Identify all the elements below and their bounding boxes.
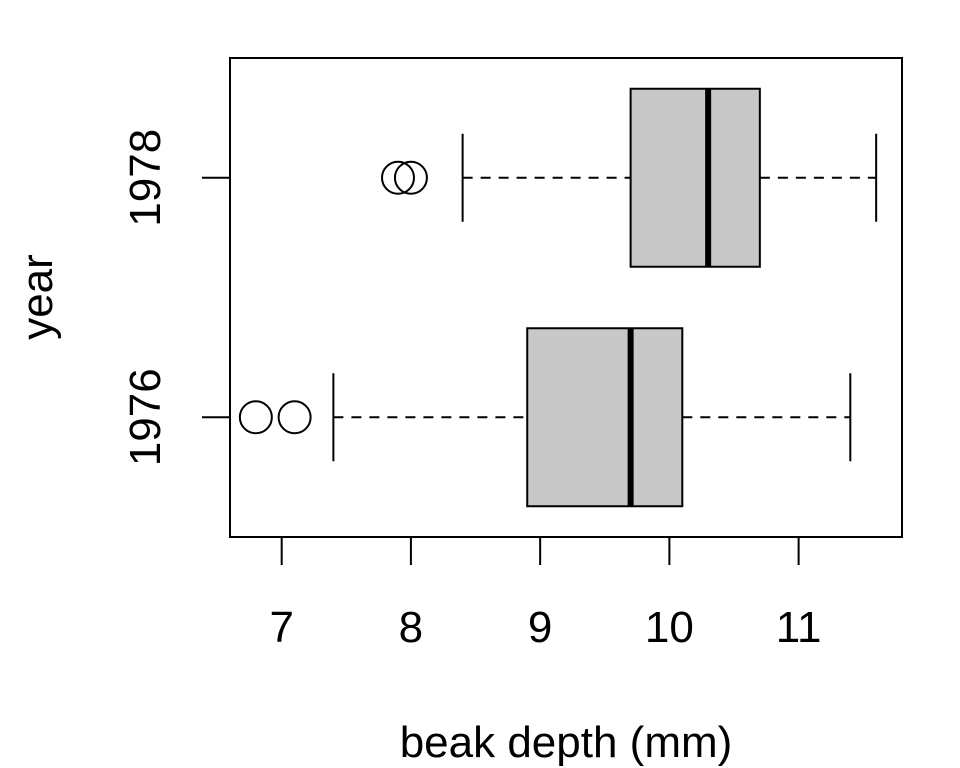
y-tick-label: 1978 [121, 129, 170, 227]
outlier-point [277, 400, 312, 435]
x-tick-label: 11 [776, 603, 822, 652]
x-tick-label: 9 [528, 603, 552, 652]
outlier-point [238, 400, 273, 435]
x-axis-title: beak depth (mm) [400, 718, 733, 767]
x-tick-label: 8 [399, 603, 423, 652]
y-tick-label: 1976 [121, 368, 170, 466]
x-tick-label: 10 [645, 603, 694, 652]
iqr-box [526, 327, 684, 508]
box-1976 [238, 327, 852, 508]
x-tick-label: 7 [269, 603, 293, 652]
iqr-box [629, 87, 761, 268]
y-axis-title: year [13, 254, 62, 340]
boxes-layer [238, 87, 878, 508]
x-axis: 7 8 9 10 11 [269, 536, 822, 652]
box-1978 [381, 87, 878, 268]
y-axis: 1976 1978 [121, 129, 231, 466]
outlier-point [393, 160, 428, 195]
outlier-point [381, 160, 415, 195]
